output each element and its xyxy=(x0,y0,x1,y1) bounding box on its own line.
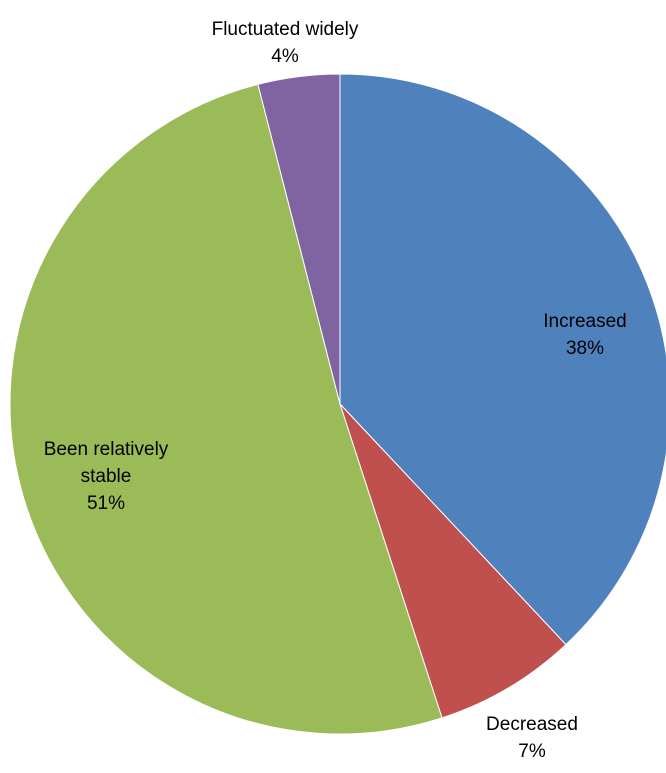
slice-value-label: 7% xyxy=(518,741,546,762)
slice-category-label: Been relatively xyxy=(44,439,169,460)
slice-label: Fluctuated widely 4% xyxy=(212,19,359,67)
slice-category-label: Fluctuated widely xyxy=(212,19,359,40)
slice-category-label: Increased xyxy=(543,311,626,332)
pie-slice-increased xyxy=(339,73,666,646)
slice-label: Decreased 7% xyxy=(486,714,578,762)
labels-layer: Increased 38% Decreased 7% Been relatively st… xyxy=(44,19,627,762)
pie-slice-decreased xyxy=(339,403,567,719)
slice-value-label: 51% xyxy=(87,493,125,514)
pie-slice-been-relatively-stable xyxy=(9,83,443,735)
slice-label: Been relatively stable 51% xyxy=(44,439,169,514)
pie-slice-fluctuated-widely xyxy=(257,73,341,405)
slice-category-label: stable xyxy=(81,466,132,487)
slices-layer xyxy=(9,73,666,735)
slice-category-label: Decreased xyxy=(486,714,578,735)
slice-value-label: 38% xyxy=(566,338,604,359)
slice-value-label: 4% xyxy=(271,46,299,67)
slice-label: Increased 38% xyxy=(543,311,626,359)
